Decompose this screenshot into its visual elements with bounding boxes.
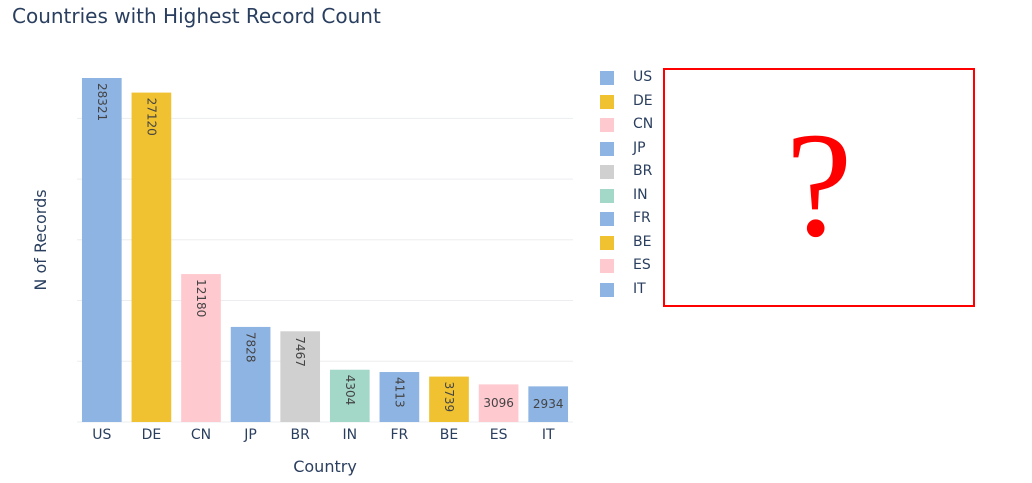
x-tick-jp: JP [243,427,257,443]
bar-label-in: 4304 [343,375,357,406]
bars [81,78,569,423]
bar-label-es: 3096 [483,396,514,410]
legend-label: FR [633,210,651,226]
x-tick-cn: CN [191,427,211,443]
legend-swatch [600,94,614,109]
x-tick-br: BR [291,427,311,443]
bar-label-be: 3739 [442,382,456,413]
y-axis-title: N of Records [31,189,50,290]
bar-it [528,386,569,422]
bar-es [478,384,519,422]
bar-be [429,376,469,422]
x-tick-in: IN [342,427,357,443]
hidden-region-box: ? [663,68,975,307]
legend-label: DE [633,92,653,109]
legend-label: ES [633,257,651,273]
legend-swatch [600,165,614,179]
legend-label: IN [633,186,648,203]
legend-swatch [600,282,614,297]
bar-label-jp: 7828 [244,332,258,363]
bar-label-br: 7467 [293,336,307,367]
x-tick-us: US [92,427,111,443]
x-tick-fr: FR [391,427,409,443]
legend-swatch [600,118,614,132]
legend-label: JP [633,139,646,156]
bar-br [280,331,321,422]
legend-swatch [600,188,614,203]
bar-label-fr: 4113 [392,377,406,408]
legend-label: US [633,69,653,85]
x-tick-de: DE [142,427,162,443]
x-axis-title: Country [293,457,357,476]
legend-label: CN [633,116,654,132]
bar-us [81,78,122,422]
x-tick-labels: US DE CN JP BR IN FR BE ES IT [92,427,555,443]
bar-label-us: 28321 [95,83,109,121]
bar-label-it: 2934 [533,397,564,411]
bar-jp [230,326,271,422]
legend-label: BR [633,163,653,179]
legend-swatch [600,141,614,156]
x-tick-be: BE [440,427,458,443]
legend-swatch [600,259,614,273]
bar-fr [379,372,420,422]
legend-label: IT [633,280,646,297]
bar-de [131,92,172,423]
legend-label: BE [633,233,652,250]
bar-label-de: 27120 [144,98,158,136]
question-mark: ? [785,102,853,268]
legend-swatch [600,71,614,85]
chart-title: Countries with Highest Record Count [12,4,381,28]
bar-cn [181,274,221,422]
bar-labels: 28321 27120 12180 7828 7467 4304 4113 3739 3096 2… [95,83,564,412]
bar-label-cn: 12180 [194,279,208,317]
x-tick-es: ES [490,427,508,443]
legend-swatch [600,212,614,226]
x-tick-it: IT [542,427,555,443]
legend-swatch [600,235,614,250]
bar-in [329,369,370,422]
